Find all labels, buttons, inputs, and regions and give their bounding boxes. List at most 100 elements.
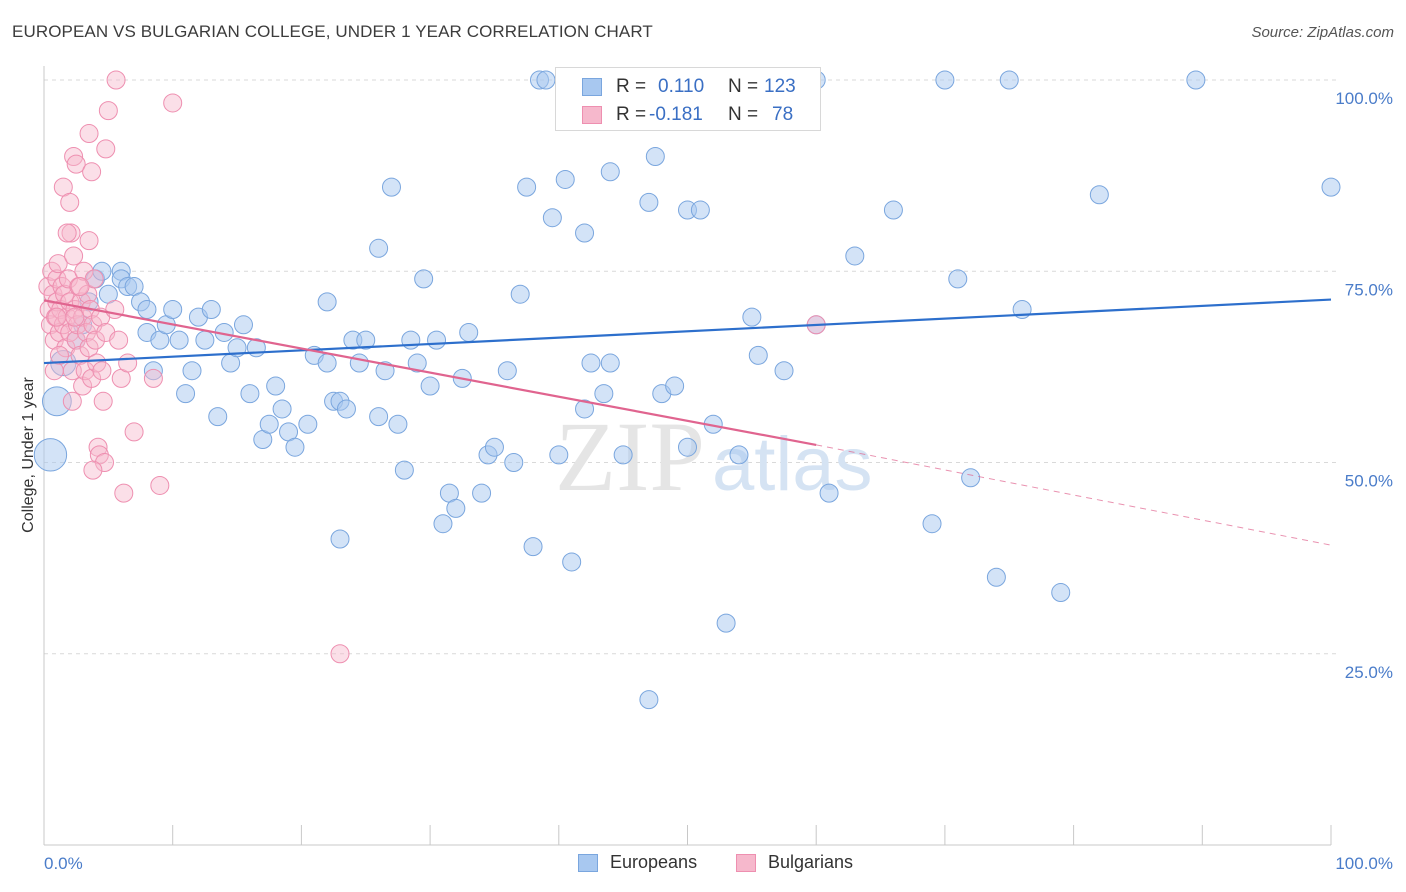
bulgarian-point [47,307,67,327]
european-point [922,514,942,534]
bulgarian-point [57,223,77,243]
european-point [581,353,601,373]
european-point [549,445,569,465]
european-point [427,330,447,350]
european-point [33,438,68,472]
european-point [690,200,710,220]
r-value: 0.110 [658,76,705,97]
european-point [459,322,479,342]
european-point [1321,177,1341,197]
european-point [201,300,221,319]
european-point [375,361,395,381]
european-point [356,330,376,350]
european-point [639,690,659,710]
european-point [407,353,427,373]
european-point [394,460,414,480]
bulgarians-swatch [582,106,602,124]
bulgarian-point [98,101,118,121]
bulgarian-point [143,368,163,388]
european-point [555,169,575,189]
european-point [536,70,556,90]
european-point [774,361,794,381]
source-label: Source: ZipAtlas.com [1251,24,1394,41]
r-label: R = [616,104,647,125]
bulgarian-point [118,353,138,373]
bulgarian-point [79,231,99,251]
european-point [208,407,228,427]
bulgarian-point [48,254,68,274]
bulgarian-point [70,277,90,297]
european-point [240,384,260,404]
bulgarian-point [62,391,82,411]
european-point [665,376,685,396]
european-point [729,445,749,465]
european-point [349,353,369,373]
n-value: 123 [764,76,796,97]
european-point [233,315,253,335]
bulgarian-point [83,460,103,480]
european-point [169,330,189,350]
european-point [330,529,350,549]
european-point [819,483,839,503]
european-point [961,468,981,488]
bulgarian-point [163,93,183,113]
n-label: N = [728,76,759,97]
european-point [317,353,337,373]
bulgarian-point [79,124,99,144]
bulgarian-point [114,483,134,503]
bulgarian-point [94,453,114,472]
european-point [883,200,903,220]
european-point [542,208,562,228]
european-point [986,567,1006,587]
bulgarian-point [58,269,78,289]
bulgarian-point [60,192,80,212]
bulgarian-point [74,261,94,281]
european-point [935,70,955,90]
legend-label-bulgarians: Bulgarians [768,852,854,872]
bulgarian-point [49,345,69,365]
bulgarian-point [79,338,99,358]
europeans-trend-line [43,298,1332,365]
european-point [272,399,292,419]
european-point [317,292,337,312]
european-point [285,437,305,457]
european-point [600,353,620,373]
watermark-atlas: atlas [712,422,873,507]
european-point [137,300,157,319]
europeans-swatch [578,854,598,872]
bulgarian-point [82,368,102,388]
european-point [176,384,196,404]
european-point [298,414,318,434]
european-point [420,376,440,396]
european-point [678,437,697,457]
european-point [497,361,517,381]
n-value: 78 [772,104,794,125]
european-point [594,384,614,404]
european-point [600,162,620,182]
bulgarian-point [330,644,350,664]
bulgarian-point [64,147,84,166]
european-point [472,483,492,503]
y-tick-label: 75.0% [1345,280,1393,299]
y-tick-label: 25.0% [1345,663,1393,682]
bulgarians-swatch [736,854,756,872]
european-point [845,246,865,266]
european-point [1089,185,1109,205]
legend-row-bulgarians: R = -0.181 N = 78 [556,102,820,130]
bulgarian-point [124,422,144,442]
legend-row-europeans: R = 0.110 N = 123 [556,74,820,102]
european-point [446,498,466,518]
european-point [1186,70,1206,90]
european-point [259,414,279,434]
watermark: ZIP atlas [555,401,873,512]
european-point [484,437,504,457]
european-point [369,407,389,427]
european-point [639,192,659,212]
y-tick-label: 50.0% [1345,472,1393,491]
bulgarian-point [93,391,113,411]
y-axis-title: College, Under 1 year [20,377,37,533]
european-point [182,361,202,381]
bulgarian-point [66,154,86,174]
european-point [504,453,524,472]
